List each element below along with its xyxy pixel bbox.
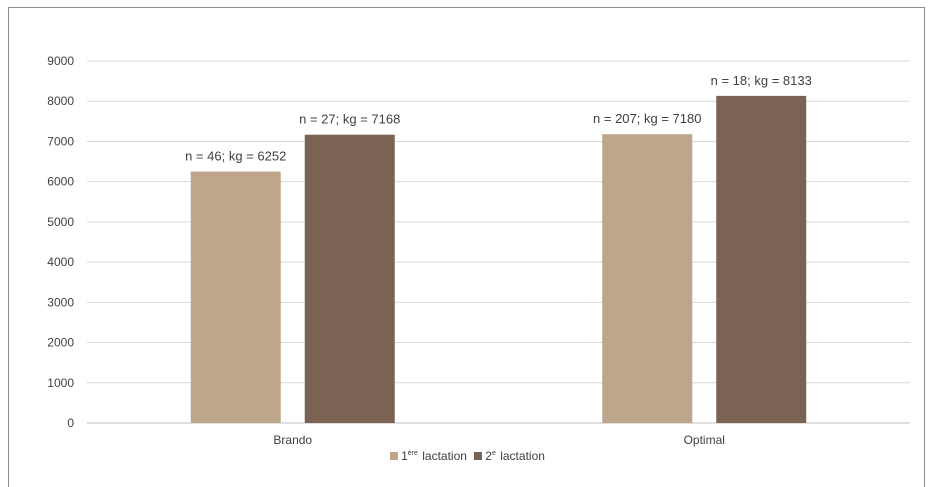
bar-series-2-brando xyxy=(304,134,395,423)
legend-item-series-2: 2e lactation xyxy=(474,449,545,463)
y-tick-label: 4000 xyxy=(47,255,74,269)
bar-series-1-brando xyxy=(190,171,281,423)
y-tick-label: 9000 xyxy=(47,54,74,68)
y-tick-label: 8000 xyxy=(47,94,74,108)
y-tick-label: 3000 xyxy=(47,295,74,309)
data-labels: n = 46; kg = 6252 n = 27; kg = 7168 n = 20… xyxy=(185,73,812,164)
legend-swatch-series-1 xyxy=(390,452,399,460)
bar-series-1-optimal xyxy=(602,134,693,423)
data-label-series-2-optimal: n = 18; kg = 8133 xyxy=(711,73,812,88)
legend-swatch-series-2 xyxy=(474,452,483,460)
data-label-series-2-brando: n = 27; kg = 7168 xyxy=(299,112,400,127)
x-tick-label: Brando xyxy=(273,433,312,447)
y-tick-label: 1000 xyxy=(47,376,74,390)
x-tick-label: Optimal xyxy=(684,433,725,447)
bars xyxy=(190,95,807,423)
legend-label-series-2: 2e lactation xyxy=(485,449,545,463)
legend-label-series-1: 1ère lactation xyxy=(401,449,467,463)
bar-series-2-optimal xyxy=(716,95,807,423)
y-axis: 0 1000 2000 3000 4000 5000 6000 7000 8000 9000 xyxy=(47,54,74,430)
legend-item-series-1: 1ère lactation xyxy=(390,449,467,463)
y-tick-label: 2000 xyxy=(47,336,74,350)
y-tick-label: 0 xyxy=(67,416,74,430)
y-tick-label: 5000 xyxy=(47,215,74,229)
x-axis: Brando Optimal xyxy=(273,433,725,447)
y-tick-label: 7000 xyxy=(47,134,74,148)
legend: 1ère lactation 2e lactation xyxy=(0,449,935,463)
y-tick-label: 6000 xyxy=(47,175,74,189)
data-label-series-1-brando: n = 46; kg = 6252 xyxy=(185,149,286,164)
data-label-series-1-optimal: n = 207; kg = 7180 xyxy=(593,111,701,126)
